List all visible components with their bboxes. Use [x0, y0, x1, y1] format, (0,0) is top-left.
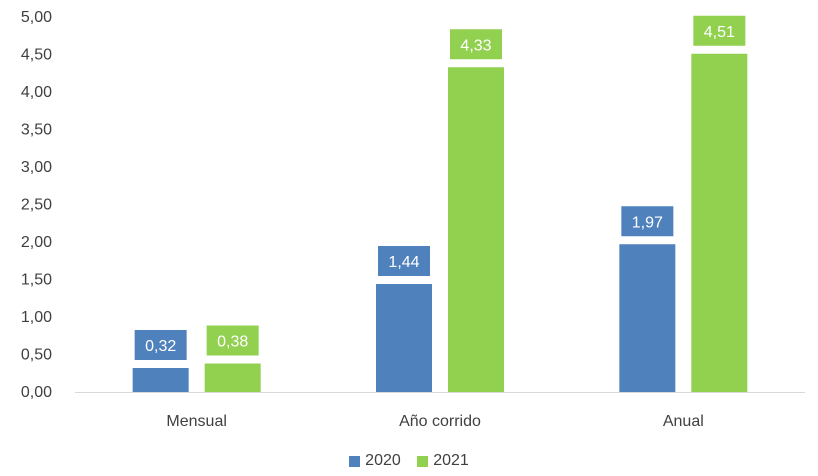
- y-tick-label: 1,00: [21, 309, 52, 326]
- bar-2020-1: [376, 284, 432, 392]
- x-tick-label: Mensual: [166, 413, 226, 430]
- y-axis: 0,00 0,50 1,00 1,50 2,00 2,50 3,00 3,50 4,00 4,50…: [21, 9, 52, 401]
- data-label: 4,33: [460, 37, 491, 54]
- data-label: 1,97: [632, 214, 663, 231]
- bar-2021-1: [448, 67, 504, 392]
- bar-2021-0: [204, 363, 261, 392]
- data-label-box: [206, 325, 259, 356]
- y-tick-label: 2,50: [21, 197, 52, 214]
- y-tick-label: 0,00: [21, 384, 52, 401]
- legend-swatch-2021: [417, 455, 429, 467]
- data-label-box: [378, 246, 430, 276]
- data-label: 4,51: [704, 24, 735, 41]
- y-tick-label: 5,00: [21, 9, 52, 26]
- y-tick-label: 3,00: [21, 159, 52, 176]
- legend-label-2020: 2020: [365, 452, 401, 469]
- x-tick-label: Anual: [663, 413, 704, 430]
- legend-item-2021: 2021: [417, 452, 469, 470]
- x-axis: Mensual Año corrido Anual: [75, 392, 805, 430]
- data-label: 1,44: [388, 254, 419, 271]
- y-tick-label: 1,50: [21, 272, 52, 289]
- data-label: 0,32: [145, 338, 176, 355]
- bar-2020-2: [619, 244, 676, 392]
- legend-swatch-2020: [349, 455, 361, 467]
- data-label-box: [134, 330, 187, 360]
- y-tick-label: 2,00: [21, 234, 52, 251]
- y-tick-label: 4,50: [21, 47, 52, 64]
- legend: 2020 2021: [0, 452, 818, 472]
- data-label: 0,38: [217, 334, 248, 351]
- y-tick-label: 0,50: [21, 347, 52, 364]
- bars: 0,32 0,38 1,44 4,33 1,97 4,51: [132, 15, 748, 392]
- y-tick-label: 3,50: [21, 122, 52, 139]
- data-label-box: [621, 206, 674, 237]
- legend-label-2021: 2021: [433, 452, 469, 469]
- bar-2021-2: [691, 53, 748, 392]
- y-tick-label: 4,00: [21, 84, 52, 101]
- legend-item-2020: 2020: [349, 452, 401, 470]
- bar-2020-0: [132, 368, 189, 392]
- x-tick-label: Año corrido: [399, 413, 481, 430]
- data-label-box: [693, 15, 746, 46]
- data-label-box: [450, 29, 502, 60]
